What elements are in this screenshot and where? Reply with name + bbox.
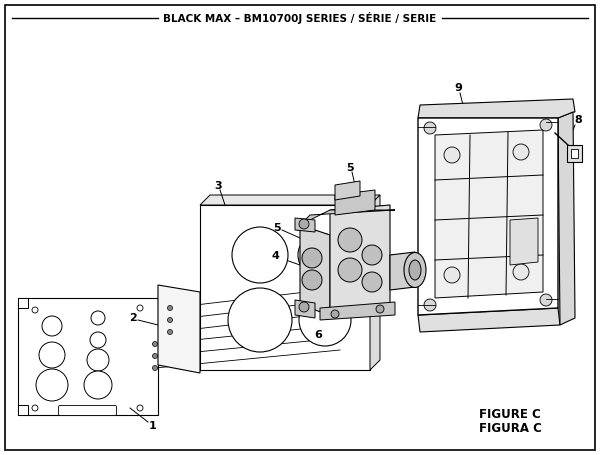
- Circle shape: [354, 249, 366, 261]
- Circle shape: [362, 272, 382, 292]
- Polygon shape: [18, 298, 158, 415]
- Text: 9: 9: [454, 83, 462, 93]
- Circle shape: [338, 258, 362, 282]
- Polygon shape: [300, 225, 330, 315]
- Text: BLACK MAX – BM10700J SERIES / SÉRIE / SERIE: BLACK MAX – BM10700J SERIES / SÉRIE / SE…: [163, 12, 437, 24]
- Circle shape: [299, 219, 309, 229]
- Circle shape: [299, 294, 351, 346]
- Circle shape: [39, 342, 65, 368]
- Circle shape: [152, 354, 157, 359]
- Polygon shape: [390, 252, 415, 290]
- Circle shape: [137, 405, 143, 411]
- Circle shape: [32, 307, 38, 313]
- Circle shape: [167, 318, 173, 323]
- Circle shape: [84, 371, 112, 399]
- Polygon shape: [200, 195, 380, 205]
- Circle shape: [91, 311, 105, 325]
- Circle shape: [362, 245, 382, 265]
- Polygon shape: [571, 149, 578, 158]
- Circle shape: [32, 405, 38, 411]
- Circle shape: [299, 302, 309, 312]
- Polygon shape: [370, 195, 380, 370]
- Circle shape: [424, 122, 436, 134]
- Circle shape: [36, 369, 68, 401]
- Polygon shape: [300, 210, 395, 225]
- Text: FIGURE C: FIGURE C: [479, 409, 541, 421]
- Circle shape: [228, 288, 292, 352]
- Text: 6: 6: [314, 330, 322, 340]
- Circle shape: [513, 264, 529, 280]
- Polygon shape: [295, 218, 315, 232]
- Polygon shape: [335, 190, 375, 215]
- Text: 5: 5: [273, 223, 281, 233]
- Circle shape: [42, 316, 62, 336]
- Polygon shape: [295, 300, 315, 318]
- Circle shape: [424, 299, 436, 311]
- Polygon shape: [330, 205, 390, 315]
- Polygon shape: [418, 99, 575, 118]
- Text: 1: 1: [149, 421, 157, 431]
- Circle shape: [338, 228, 362, 252]
- Circle shape: [444, 147, 460, 163]
- Circle shape: [302, 270, 322, 290]
- Text: FIGURA C: FIGURA C: [479, 421, 541, 435]
- FancyBboxPatch shape: [59, 405, 116, 415]
- Polygon shape: [418, 118, 558, 315]
- Polygon shape: [18, 405, 28, 415]
- Text: 8: 8: [574, 115, 582, 125]
- Circle shape: [540, 119, 552, 131]
- Circle shape: [90, 332, 106, 348]
- Circle shape: [513, 144, 529, 160]
- Circle shape: [137, 305, 143, 311]
- Polygon shape: [320, 302, 395, 320]
- Circle shape: [167, 329, 173, 334]
- Text: 2: 2: [129, 313, 137, 323]
- Circle shape: [152, 365, 157, 370]
- Circle shape: [540, 294, 552, 306]
- Polygon shape: [435, 130, 543, 298]
- Text: 4: 4: [271, 251, 279, 261]
- Text: 7: 7: [442, 258, 450, 268]
- Circle shape: [298, 233, 342, 277]
- Polygon shape: [18, 298, 28, 308]
- Circle shape: [167, 305, 173, 310]
- Circle shape: [87, 349, 109, 371]
- Circle shape: [331, 310, 339, 318]
- Circle shape: [376, 305, 384, 313]
- Text: 3: 3: [214, 181, 222, 191]
- Polygon shape: [158, 285, 200, 373]
- Polygon shape: [418, 308, 560, 332]
- Circle shape: [302, 248, 322, 268]
- Text: 5: 5: [346, 163, 354, 173]
- Ellipse shape: [409, 260, 421, 280]
- Circle shape: [232, 227, 288, 283]
- Circle shape: [444, 267, 460, 283]
- Polygon shape: [200, 205, 370, 370]
- Polygon shape: [558, 112, 575, 325]
- Circle shape: [152, 342, 157, 347]
- Polygon shape: [567, 145, 582, 162]
- Ellipse shape: [404, 253, 426, 288]
- Polygon shape: [510, 218, 538, 265]
- Polygon shape: [335, 181, 360, 200]
